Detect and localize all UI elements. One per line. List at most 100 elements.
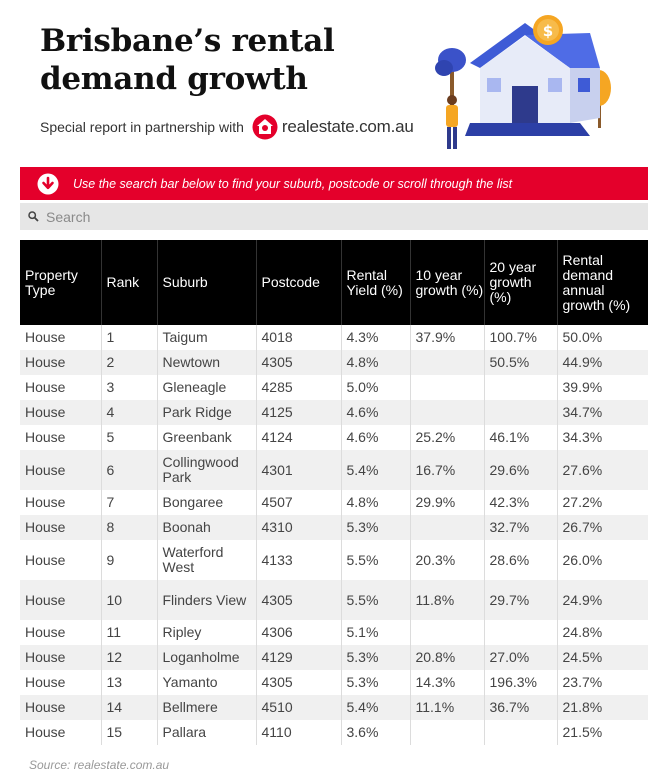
- cell-suburb: Taigum: [157, 325, 257, 350]
- column-header-suburb[interactable]: Suburb: [157, 240, 257, 325]
- column-header-postcode[interactable]: Postcode: [256, 240, 342, 325]
- realestate-house-icon: [252, 114, 278, 140]
- cell-10-year-growth: [410, 375, 485, 400]
- cell-suburb: Collingwood Park: [157, 450, 257, 490]
- column-header-property-type[interactable]: Property Type: [20, 240, 102, 325]
- table-row: House 7 Bongaree 4507 4.8% 29.9% 42.3% 27.2%: [20, 490, 648, 515]
- cell-rental-yield: 4.8%: [341, 490, 411, 515]
- cell-rental-yield: 5.3%: [341, 645, 411, 670]
- cell-postcode: 4125: [256, 400, 342, 425]
- realestate-brand-name: realestate.com.au: [281, 117, 414, 136]
- cell-rank: 11: [101, 620, 158, 645]
- cell-20-year-growth: 46.1%: [484, 425, 558, 450]
- cell-10-year-growth: [410, 400, 485, 425]
- cell-10-year-growth: [410, 515, 485, 540]
- cell-rank: 6: [101, 450, 158, 490]
- cell-postcode: 4018: [256, 325, 342, 350]
- cell-rental-demand-growth: 27.6%: [557, 450, 648, 490]
- cell-suburb: Gleneagle: [157, 375, 257, 400]
- cell-property-type: House: [20, 350, 102, 375]
- cell-rental-yield: 4.8%: [341, 350, 411, 375]
- cell-20-year-growth: 196.3%: [484, 670, 558, 695]
- cell-suburb: Yamanto: [157, 670, 257, 695]
- cell-rental-yield: 5.1%: [341, 620, 411, 645]
- cell-20-year-growth: [484, 375, 558, 400]
- column-header-rental-yield[interactable]: Rental Yield (%): [341, 240, 411, 325]
- table-header-row: Property Type Rank Suburb Postcode Renta…: [20, 240, 648, 325]
- partner-text: Special report in partnership with: [40, 119, 244, 135]
- page-title: Brisbane’s rental demand growth: [40, 23, 335, 97]
- cell-property-type: House: [20, 490, 102, 515]
- table-row: House 12 Loganholme 4129 5.3% 20.8% 27.0% 24.5%: [20, 645, 648, 670]
- cell-10-year-growth: 11.8%: [410, 580, 485, 620]
- cell-20-year-growth: [484, 720, 558, 745]
- search-icon: [28, 211, 39, 222]
- table-row: House 8 Boonah 4310 5.3% 32.7% 26.7%: [20, 515, 648, 540]
- cell-rank: 5: [101, 425, 158, 450]
- cell-rental-yield: 4.6%: [341, 400, 411, 425]
- cell-20-year-growth: 100.7%: [484, 325, 558, 350]
- cell-property-type: House: [20, 580, 102, 620]
- info-banner: Use the search bar below to find your su…: [20, 167, 648, 200]
- search-bar[interactable]: [20, 203, 648, 230]
- cell-suburb: Bongaree: [157, 490, 257, 515]
- cell-suburb: Pallara: [157, 720, 257, 745]
- cell-rank: 1: [101, 325, 158, 350]
- cell-postcode: 4133: [256, 540, 342, 580]
- cell-rental-yield: 3.6%: [341, 720, 411, 745]
- cell-rental-demand-growth: 27.2%: [557, 490, 648, 515]
- cell-rental-yield: 4.3%: [341, 325, 411, 350]
- cell-rental-yield: 5.5%: [341, 540, 411, 580]
- realestate-logo[interactable]: realestate.com.au: [252, 114, 414, 140]
- cell-10-year-growth: 29.9%: [410, 490, 485, 515]
- cell-rental-demand-growth: 24.8%: [557, 620, 648, 645]
- cell-postcode: 4306: [256, 620, 342, 645]
- table-row: House 13 Yamanto 4305 5.3% 14.3% 196.3% 23.7%: [20, 670, 648, 695]
- cell-rental-yield: 5.0%: [341, 375, 411, 400]
- cell-postcode: 4305: [256, 580, 342, 620]
- cell-rank: 9: [101, 540, 158, 580]
- table-row: House 10 Flinders View 4305 5.5% 11.8% 29.7% 24…: [20, 580, 648, 620]
- table-row: House 11 Ripley 4306 5.1% 24.8%: [20, 620, 648, 645]
- cell-property-type: House: [20, 540, 102, 580]
- cell-rental-demand-growth: 24.9%: [557, 580, 648, 620]
- cell-rank: 15: [101, 720, 158, 745]
- cell-postcode: 4129: [256, 645, 342, 670]
- cell-20-year-growth: 29.7%: [484, 580, 558, 620]
- cell-rental-demand-growth: 26.7%: [557, 515, 648, 540]
- cell-rental-yield: 5.5%: [341, 580, 411, 620]
- cell-postcode: 4285: [256, 375, 342, 400]
- partner-line: Special report in partnership with reale…: [40, 114, 414, 140]
- cell-rental-yield: 4.6%: [341, 425, 411, 450]
- column-header-10-year-growth[interactable]: 10 year growth (%): [410, 240, 485, 325]
- svg-text:$: $: [543, 22, 553, 40]
- cell-20-year-growth: 27.0%: [484, 645, 558, 670]
- cell-10-year-growth: 25.2%: [410, 425, 485, 450]
- cell-postcode: 4301: [256, 450, 342, 490]
- cell-postcode: 4507: [256, 490, 342, 515]
- column-header-20-year-growth[interactable]: 20 year growth (%): [484, 240, 558, 325]
- cell-property-type: House: [20, 425, 102, 450]
- search-input[interactable]: [46, 208, 606, 225]
- cell-postcode: 4124: [256, 425, 342, 450]
- cell-rental-demand-growth: 39.9%: [557, 375, 648, 400]
- column-header-rank[interactable]: Rank: [101, 240, 158, 325]
- cell-property-type: House: [20, 325, 102, 350]
- cell-rental-demand-growth: 50.0%: [557, 325, 648, 350]
- cell-rental-demand-growth: 34.7%: [557, 400, 648, 425]
- cell-postcode: 4510: [256, 695, 342, 720]
- cell-rental-demand-growth: 21.8%: [557, 695, 648, 720]
- column-header-rental-demand-growth[interactable]: Rental demand annual growth (%): [557, 240, 648, 325]
- cell-postcode: 4305: [256, 670, 342, 695]
- table-row: House 2 Newtown 4305 4.8% 50.5% 44.9%: [20, 350, 648, 375]
- cell-20-year-growth: [484, 400, 558, 425]
- cell-rank: 2: [101, 350, 158, 375]
- cell-property-type: House: [20, 695, 102, 720]
- cell-10-year-growth: 20.3%: [410, 540, 485, 580]
- cell-20-year-growth: 50.5%: [484, 350, 558, 375]
- cell-rental-yield: 5.3%: [341, 515, 411, 540]
- cell-rental-yield: 5.4%: [341, 695, 411, 720]
- table-row: House 14 Bellmere 4510 5.4% 11.1% 36.7% 21.8%: [20, 695, 648, 720]
- cell-rental-yield: 5.3%: [341, 670, 411, 695]
- cell-20-year-growth: 42.3%: [484, 490, 558, 515]
